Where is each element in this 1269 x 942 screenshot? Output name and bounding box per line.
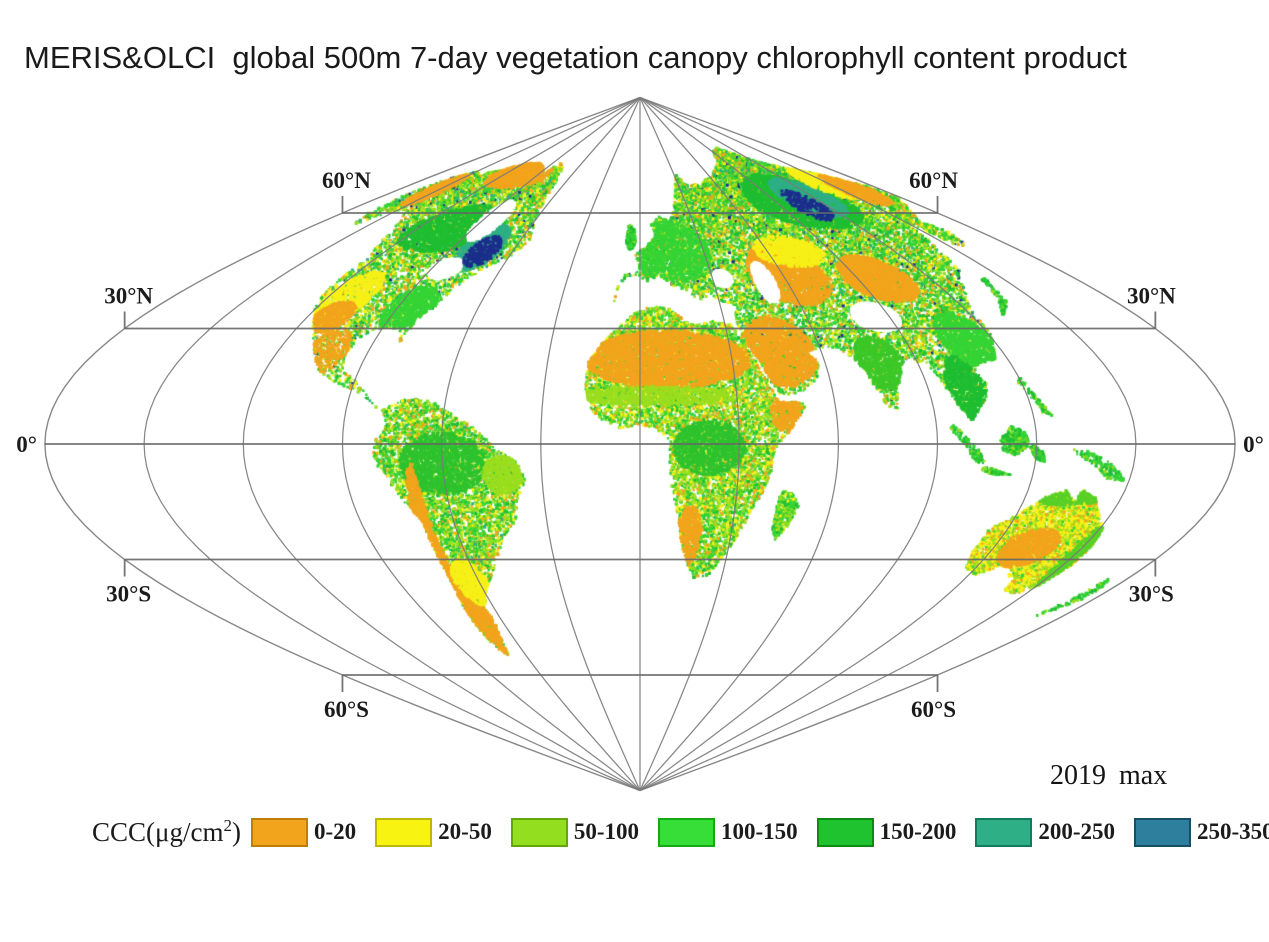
- legend-range: 20-50: [438, 819, 492, 844]
- latitude-label: 60°S: [324, 697, 369, 722]
- latitude-label: 30°N: [1127, 284, 1176, 309]
- legend-entry-200-250: 200-250: [975, 817, 1116, 847]
- latitude-label: 60°N: [909, 168, 958, 193]
- legend-swatch: [975, 817, 1033, 847]
- legend-range: 200-250: [1038, 819, 1116, 844]
- latitude-label: 30°S: [1129, 582, 1174, 607]
- legend-range: 0-20: [313, 819, 357, 844]
- legend-entry-250-350: 250-350: [1134, 817, 1269, 847]
- latitude-label: 30°S: [106, 582, 151, 607]
- legend-range: 250-350: [1197, 819, 1269, 844]
- legend-range: 50-100: [573, 819, 639, 844]
- latitude-label: 60°N: [322, 168, 371, 193]
- legend-swatch: [375, 817, 433, 847]
- legend-swatch: [1134, 817, 1192, 847]
- legend-entry-20-50: 20-50: [375, 817, 492, 847]
- legend-swatch: [816, 817, 874, 847]
- legend-bar: CCC(μg/cm2) 0-20 20-50 50-100 100-150 150-20…: [92, 815, 1269, 849]
- latitude-label: 30°N: [104, 284, 153, 309]
- legend-swatch: [510, 817, 568, 847]
- year-annotation: 2019 max: [1050, 760, 1168, 791]
- legend-range: 150-200: [879, 819, 957, 844]
- legend-title: CCC(μg/cm2): [92, 816, 241, 847]
- legend-swatch: [250, 817, 308, 847]
- legend-swatch: [658, 817, 715, 847]
- legend-entry-150-200: 150-200: [816, 817, 957, 847]
- legend-entry-0-20: 0-20: [250, 817, 357, 847]
- legend-range: 100-150: [721, 819, 798, 844]
- legend-entry-50-100: 50-100: [510, 817, 639, 847]
- latitude-label: 60°S: [911, 697, 956, 722]
- latitude-label: 0°: [16, 432, 37, 457]
- latitude-label: 0°: [1243, 432, 1264, 457]
- legend-entry-100-150: 100-150: [658, 817, 798, 847]
